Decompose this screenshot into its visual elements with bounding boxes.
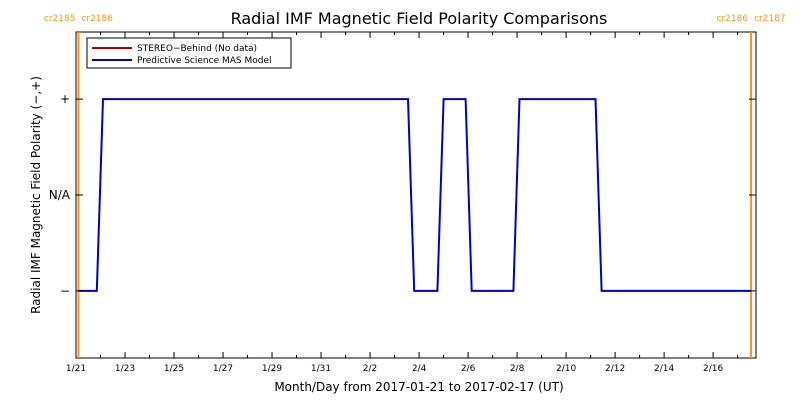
x-tick-label: 2/2 [363, 364, 377, 374]
series-line-mas-model [78, 98, 752, 292]
carrington-label-left: cr2186 [717, 14, 749, 24]
chart-title: Radial IMF Magnetic Field Polarity Compa… [231, 9, 608, 28]
y-tick-label: + [60, 92, 70, 106]
x-tick-label: 2/4 [412, 364, 427, 374]
plot-area [75, 31, 757, 359]
x-axis-label: Month/Day from 2017-01-21 to 2017-02-17 … [274, 380, 563, 394]
x-tick-label: 1/31 [311, 364, 331, 374]
plot-frame [75, 31, 757, 359]
x-tick-label: 2/16 [703, 364, 723, 374]
x-tick-label: 1/29 [262, 364, 282, 374]
y-tick-label: − [60, 284, 70, 298]
carrington-label-right: cr2186 [81, 14, 113, 24]
y-tick-label: N/A [49, 188, 71, 202]
carrington-label-right: cr2187 [754, 14, 786, 24]
x-tick-label: 2/10 [556, 364, 576, 374]
y-axis-ticks: + N/A − [49, 92, 756, 298]
x-tick-label: 1/21 [66, 364, 86, 374]
y-axis-label: Radial IMF Magnetic Field Polarity (−,+) [29, 76, 43, 314]
legend: STEREO−Behind (No data) Predictive Scien… [86, 37, 292, 69]
x-tick-label: 2/6 [461, 364, 476, 374]
x-tick-label: 1/27 [213, 364, 233, 374]
carrington-label-left: cr2185 [44, 14, 76, 24]
x-tick-label: 2/12 [605, 364, 625, 374]
x-axis-ticks: 1/21 1/23 1/25 1/27 1/29 1/31 2/2 2/4 2/6 2/8 2/10… [66, 32, 739, 374]
legend-label-stereo: STEREO−Behind (No data) [137, 44, 257, 54]
legend-box [86, 37, 292, 69]
series-layer [78, 98, 752, 292]
x-tick-label: 2/8 [510, 364, 525, 374]
x-tick-label: 1/25 [164, 364, 184, 374]
x-tick-label: 1/23 [115, 364, 135, 374]
legend-label-mas-model: Predictive Science MAS Model [137, 56, 272, 66]
x-tick-label: 2/14 [654, 364, 674, 374]
